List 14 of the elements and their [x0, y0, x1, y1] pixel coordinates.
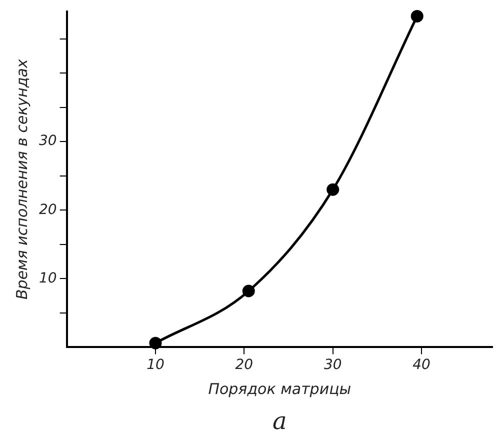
x-tick-label: 20	[235, 357, 254, 374]
point	[326, 183, 340, 196]
y-tick-label: 30	[38, 133, 57, 150]
x-tick-label: 10	[146, 357, 164, 374]
y-tick-label: 10	[38, 270, 57, 286]
x-axis-title: Порядок матрицы	[208, 380, 352, 398]
point	[242, 284, 255, 298]
x-tick-label: 30	[324, 357, 342, 374]
text: a	[272, 407, 287, 436]
point	[149, 336, 162, 350]
point	[410, 10, 424, 22]
y-tick-label: 20	[38, 202, 57, 218]
x-tick-label: 40	[412, 357, 431, 374]
y-axis-title: Время исполнения в секундах	[12, 59, 31, 300]
